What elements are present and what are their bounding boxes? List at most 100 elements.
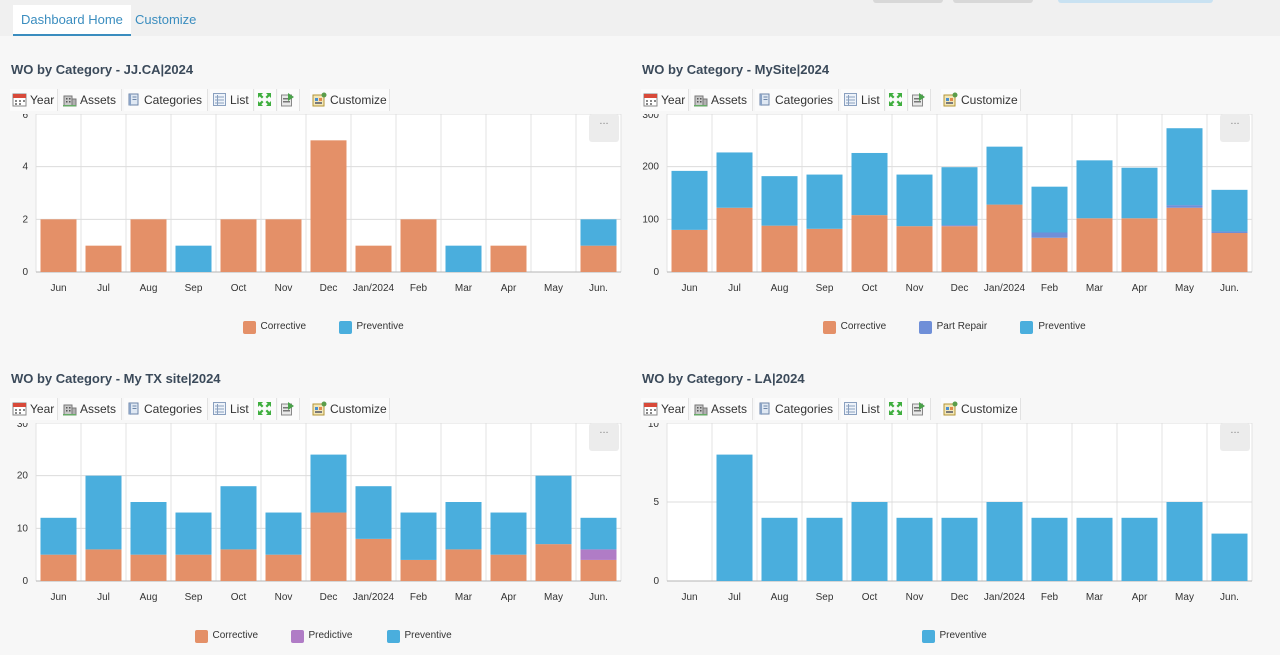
bar-preventive[interactable] xyxy=(40,517,77,555)
bar-corrective[interactable] xyxy=(445,549,482,581)
bar-corrective[interactable] xyxy=(130,554,167,581)
categories-button[interactable]: Categories xyxy=(755,89,839,111)
bar-preventive[interactable] xyxy=(265,512,302,555)
assets-button[interactable]: Assets xyxy=(60,398,122,420)
expand-button[interactable] xyxy=(886,89,908,111)
bar-corrective[interactable] xyxy=(1076,218,1113,272)
bar-corrective[interactable] xyxy=(716,207,753,272)
bar-preventive[interactable] xyxy=(761,517,798,581)
bar-preventive[interactable] xyxy=(896,517,933,581)
header-control[interactable] xyxy=(873,0,943,3)
categories-button[interactable]: Categories xyxy=(124,398,208,420)
bar-corrective[interactable] xyxy=(265,219,302,272)
list-button[interactable]: List xyxy=(841,398,885,420)
bar-corrective[interactable] xyxy=(40,554,77,581)
year-button[interactable]: Year xyxy=(641,89,689,111)
bar-preventive[interactable] xyxy=(1031,517,1068,581)
expand-button[interactable] xyxy=(255,398,277,420)
header-control[interactable] xyxy=(1058,0,1213,3)
bar-preventive[interactable] xyxy=(1076,517,1113,581)
bar-preventive[interactable] xyxy=(851,502,888,581)
bar-preventive[interactable] xyxy=(806,174,843,229)
bar-corrective[interactable] xyxy=(1166,207,1203,272)
bar-corrective[interactable] xyxy=(175,554,212,581)
bar-preventive[interactable] xyxy=(716,152,753,208)
bar-preventive[interactable] xyxy=(1076,160,1113,219)
bar-corrective[interactable] xyxy=(671,229,708,272)
bar-part-repair[interactable] xyxy=(1031,232,1068,238)
bar-corrective[interactable] xyxy=(355,245,392,272)
legend-item-preventive[interactable]: Preventive xyxy=(921,629,987,645)
bar-corrective[interactable] xyxy=(1121,218,1158,272)
bar-preventive[interactable] xyxy=(580,517,617,550)
bar-corrective[interactable] xyxy=(535,544,572,581)
chart-menu-button[interactable]: ... xyxy=(1220,114,1250,142)
bar-preventive[interactable] xyxy=(535,475,572,545)
bar-corrective[interactable] xyxy=(1211,233,1248,272)
legend-item-preventive[interactable]: Preventive xyxy=(1020,320,1086,336)
export-button[interactable] xyxy=(278,89,300,111)
export-button[interactable] xyxy=(909,89,931,111)
bar-preventive[interactable] xyxy=(580,219,617,246)
assets-button[interactable]: Assets xyxy=(691,398,753,420)
customize-chart-button[interactable]: Customize xyxy=(310,398,390,420)
bar-corrective[interactable] xyxy=(310,140,347,272)
bar-corrective[interactable] xyxy=(851,215,888,272)
year-button[interactable]: Year xyxy=(10,89,58,111)
bar-preventive[interactable] xyxy=(716,454,753,581)
expand-button[interactable] xyxy=(255,89,277,111)
header-control[interactable] xyxy=(953,0,1033,3)
legend-item-corrective[interactable]: Corrective xyxy=(822,320,886,336)
list-button[interactable]: List xyxy=(210,398,254,420)
bar-preventive[interactable] xyxy=(761,176,798,226)
bar-preventive[interactable] xyxy=(310,454,347,513)
bar-preventive[interactable] xyxy=(85,475,122,550)
tab-customize[interactable]: Customize xyxy=(135,12,197,27)
bar-preventive[interactable] xyxy=(220,486,257,550)
bar-preventive[interactable] xyxy=(986,146,1023,205)
customize-chart-button[interactable]: Customize xyxy=(941,89,1021,111)
bar-corrective[interactable] xyxy=(40,219,77,272)
bar-preventive[interactable] xyxy=(1166,128,1203,206)
bar-preventive[interactable] xyxy=(806,517,843,581)
legend-item-predictive[interactable]: Predictive xyxy=(290,629,352,645)
bar-preventive[interactable] xyxy=(355,486,392,539)
bar-preventive[interactable] xyxy=(941,517,978,581)
bar-corrective[interactable] xyxy=(490,245,527,272)
categories-button[interactable]: Categories xyxy=(755,398,839,420)
bar-corrective[interactable] xyxy=(265,554,302,581)
bar-corrective[interactable] xyxy=(490,554,527,581)
bar-part-repair[interactable] xyxy=(941,225,978,227)
customize-chart-button[interactable]: Customize xyxy=(310,89,390,111)
bar-corrective[interactable] xyxy=(941,226,978,272)
bar-predictive[interactable] xyxy=(580,549,617,560)
customize-chart-button[interactable]: Customize xyxy=(941,398,1021,420)
chart-menu-button[interactable]: ... xyxy=(589,423,619,451)
bar-preventive[interactable] xyxy=(175,512,212,555)
bar-preventive[interactable] xyxy=(175,245,212,272)
bar-corrective[interactable] xyxy=(130,219,167,272)
bar-corrective[interactable] xyxy=(400,219,437,272)
bar-preventive[interactable] xyxy=(130,502,167,555)
list-button[interactable]: List xyxy=(210,89,254,111)
bar-preventive[interactable] xyxy=(851,152,888,216)
bar-corrective[interactable] xyxy=(580,559,617,581)
bar-corrective[interactable] xyxy=(986,204,1023,272)
bar-preventive[interactable] xyxy=(1121,517,1158,581)
bar-preventive[interactable] xyxy=(896,174,933,227)
bar-preventive[interactable] xyxy=(445,245,482,272)
bar-corrective[interactable] xyxy=(400,559,437,581)
bar-corrective[interactable] xyxy=(310,512,347,581)
bar-corrective[interactable] xyxy=(761,225,798,272)
bar-preventive[interactable] xyxy=(1031,186,1068,233)
bar-preventive[interactable] xyxy=(1211,189,1248,232)
bar-preventive[interactable] xyxy=(1211,533,1248,581)
year-button[interactable]: Year xyxy=(10,398,58,420)
bar-corrective[interactable] xyxy=(220,219,257,272)
export-button[interactable] xyxy=(909,398,931,420)
bar-preventive[interactable] xyxy=(400,512,437,560)
bar-preventive[interactable] xyxy=(445,502,482,550)
legend-item-preventive[interactable]: Preventive xyxy=(338,320,404,336)
expand-button[interactable] xyxy=(886,398,908,420)
assets-button[interactable]: Assets xyxy=(691,89,753,111)
